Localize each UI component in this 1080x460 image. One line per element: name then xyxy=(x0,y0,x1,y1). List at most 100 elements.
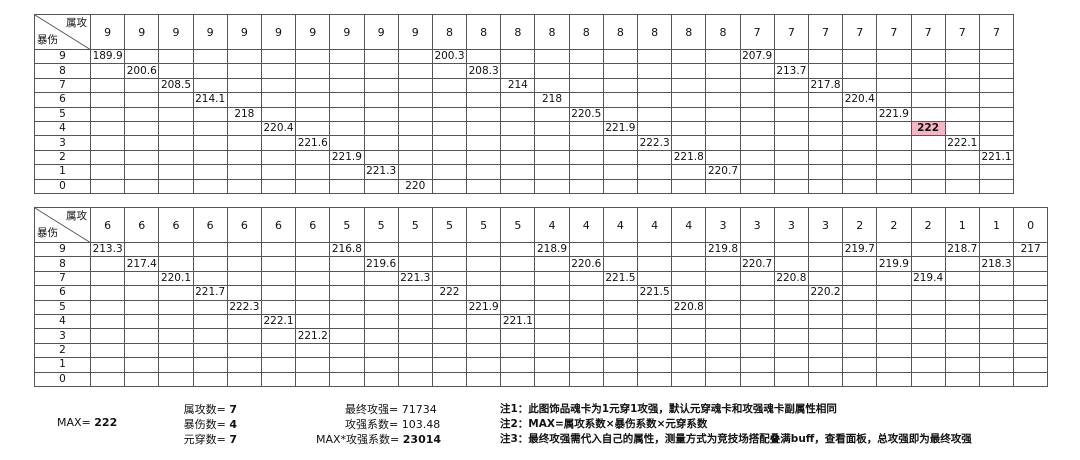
column-header: 7 xyxy=(773,14,809,50)
value-cell xyxy=(807,328,844,344)
value-cell xyxy=(431,149,468,166)
value-cell xyxy=(466,241,502,258)
notes: 注1：此图饰品魂卡为1元穿1攻强，默认元穿魂卡和攻强魂卡副属性相同 注2：MAX… xyxy=(500,402,972,447)
value-cell xyxy=(500,106,536,122)
value-cell xyxy=(124,77,160,94)
value-cell xyxy=(773,357,809,373)
row-label: 9 xyxy=(34,241,91,258)
value-cell: 222.1 xyxy=(944,135,980,151)
value-cell xyxy=(876,120,912,137)
value-cell xyxy=(978,178,1015,194)
value-cell xyxy=(534,299,570,315)
value-cell xyxy=(466,342,502,359)
table-row: 4 222.1 221.1 xyxy=(34,313,1049,330)
value-cell xyxy=(397,164,433,180)
value-cell xyxy=(876,164,912,180)
value-cell xyxy=(534,285,570,301)
value-cell xyxy=(260,63,297,79)
value-cell xyxy=(500,120,536,137)
value-cell xyxy=(807,256,844,272)
value-cell xyxy=(671,285,707,301)
value-cell xyxy=(192,342,228,359)
value-cell xyxy=(534,178,570,194)
column-header: 3 xyxy=(705,207,741,243)
row-label: 8 xyxy=(34,256,91,272)
value-cell xyxy=(842,164,878,180)
value-cell xyxy=(842,313,878,330)
value-cell: 219.4 xyxy=(910,270,946,287)
column-header: 5 xyxy=(466,207,502,243)
column-header: 9 xyxy=(192,14,228,50)
value-cell xyxy=(124,313,160,330)
row-label: 1 xyxy=(34,357,91,373)
row-label: 6 xyxy=(34,285,91,301)
value-cell xyxy=(192,77,228,94)
value-cell xyxy=(124,241,160,258)
value-cell xyxy=(431,164,468,180)
value-cell xyxy=(500,149,536,166)
value-cell xyxy=(602,135,639,151)
value-cell xyxy=(807,241,844,258)
value-cell xyxy=(636,270,673,287)
value-cell xyxy=(363,48,399,65)
column-header: 9 xyxy=(295,14,331,50)
value-cell xyxy=(260,164,297,180)
value-cell xyxy=(295,106,331,122)
value-cell xyxy=(260,357,297,373)
value-cell xyxy=(431,92,468,108)
table-row: 3 221.2 xyxy=(34,328,1049,344)
value-cell xyxy=(636,256,673,272)
column-header: 9 xyxy=(226,14,262,50)
value-cell xyxy=(397,241,433,258)
column-header: 7 xyxy=(876,14,912,50)
value-cell xyxy=(978,120,1015,137)
elem-atk-axis-label: 属攻 xyxy=(66,17,87,29)
diagonal-divider xyxy=(35,208,90,242)
value-cell xyxy=(329,313,365,330)
value-cell xyxy=(295,63,331,79)
value-cell xyxy=(124,164,160,180)
value-cell xyxy=(807,178,844,194)
value-cell xyxy=(397,256,433,272)
value-cell xyxy=(363,63,399,79)
value-cell xyxy=(739,342,775,359)
value-cell xyxy=(158,164,194,180)
note-1: 注1：此图饰品魂卡为1元穿1攻强，默认元穿魂卡和攻强魂卡副属性相同 xyxy=(500,403,837,415)
table-row: 1 221.3 220.7 xyxy=(34,164,1015,180)
table-row: 3 221.6 222.3 222.1 xyxy=(34,135,1015,151)
value-cell xyxy=(876,149,912,166)
row-label: 4 xyxy=(34,120,91,137)
column-header: 6 xyxy=(192,207,228,243)
column-header: 1 xyxy=(944,207,980,243)
value-cell xyxy=(602,256,639,272)
value-cell xyxy=(910,178,946,194)
final-atk-label: 最终攻强= xyxy=(345,403,399,416)
value-cell xyxy=(944,77,980,94)
value-cell xyxy=(705,135,741,151)
value-cell xyxy=(466,106,502,122)
value-cell xyxy=(739,313,775,330)
value-cell xyxy=(431,120,468,137)
column-header: 9 xyxy=(363,14,399,50)
value-cell xyxy=(636,106,673,122)
value-cell xyxy=(158,285,194,301)
value-cell xyxy=(226,285,262,301)
value-cell xyxy=(124,328,160,344)
row-label: 5 xyxy=(34,299,91,315)
value-cell xyxy=(1013,270,1049,287)
value-cell xyxy=(910,371,946,387)
value-cell xyxy=(602,285,639,301)
value-cell xyxy=(124,178,160,194)
value-cell xyxy=(636,149,673,166)
value-cell xyxy=(568,92,604,108)
value-cell xyxy=(842,106,878,122)
value-cell xyxy=(363,120,399,137)
value-cell xyxy=(329,342,365,359)
value-cell xyxy=(944,120,980,137)
column-header: 2 xyxy=(876,207,912,243)
value-cell xyxy=(500,328,536,344)
value-cell: 221.9 xyxy=(876,106,912,122)
value-cell xyxy=(876,77,912,94)
value-cell xyxy=(773,48,809,65)
crit-dmg-axis-label: 暴伤 xyxy=(37,34,58,46)
